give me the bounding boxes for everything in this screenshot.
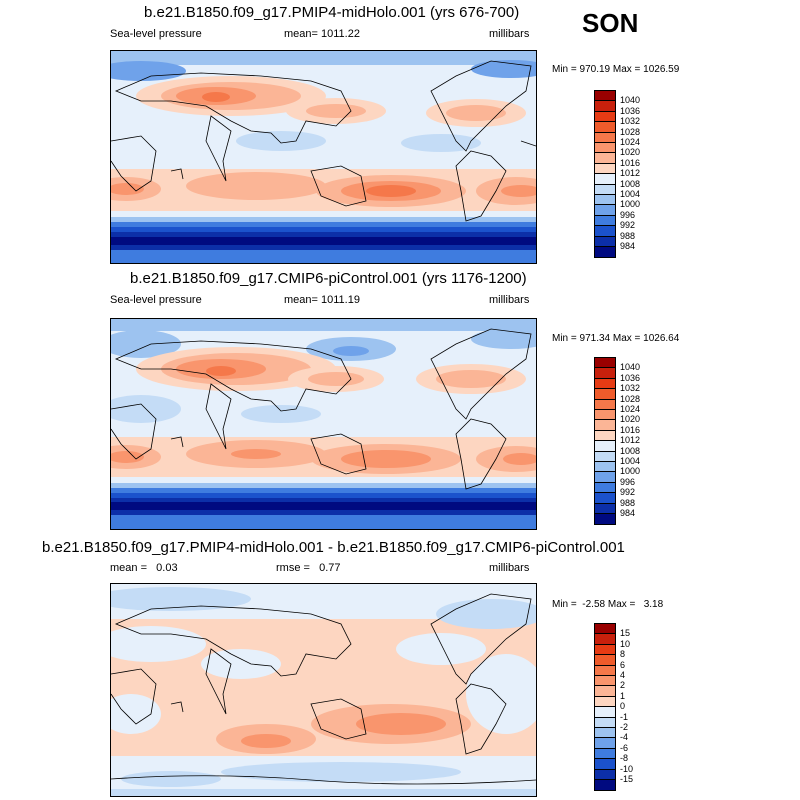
colorbar-tick-label: 1040 bbox=[620, 95, 641, 106]
colorbar-tick-label: 1008 bbox=[620, 178, 641, 189]
colorbar-tick-label: 0 bbox=[620, 701, 626, 712]
panel-3-mean-label: mean = 0.03 bbox=[110, 562, 178, 574]
panel-1-units-label: millibars bbox=[489, 28, 530, 40]
colorbar-tick-label: 15 bbox=[620, 628, 631, 639]
panel-1-variable-label: Sea-level pressure bbox=[110, 28, 202, 40]
colorbar-tick-label: -1 bbox=[620, 711, 629, 722]
panel-1-mean-label: mean= 1011.22 bbox=[284, 28, 360, 40]
colorbar-tick-label: 1008 bbox=[620, 445, 641, 456]
colorbar-tick-label: 1 bbox=[620, 690, 626, 701]
colorbar-tick-label: -4 bbox=[620, 732, 629, 743]
colorbar-tick-label: 1000 bbox=[620, 466, 641, 477]
colorbar-tick-label: 1020 bbox=[620, 147, 641, 158]
colorbar-tick-label: 1036 bbox=[620, 372, 641, 383]
colorbar-tick-label: 996 bbox=[620, 209, 636, 220]
colorbar-tick-label: 1036 bbox=[620, 105, 641, 116]
colorbar-swatch bbox=[594, 779, 616, 792]
colorbar-tick-label: 1024 bbox=[620, 137, 641, 147]
colorbar-tick-label: -8 bbox=[620, 753, 629, 764]
colorbar-tick-label: 1012 bbox=[620, 435, 641, 446]
colorbar-tick-label: 1024 bbox=[620, 404, 641, 414]
colorbar-tick-label: -2 bbox=[620, 722, 629, 732]
colorbar-tick-label: 992 bbox=[620, 487, 636, 498]
colorbar-tick-label: 992 bbox=[620, 220, 636, 231]
colorbar-tick-label: 1028 bbox=[620, 393, 641, 404]
panel-2-map bbox=[110, 318, 537, 530]
colorbar-tick-label: -15 bbox=[620, 774, 634, 784]
colorbar-tick-label: 1032 bbox=[620, 383, 641, 394]
colorbar-tick-label: 1000 bbox=[620, 199, 641, 210]
colorbar-tick-label: 1016 bbox=[620, 424, 641, 435]
panel-2-minmax: Min = 971.34 Max = 1026.64 bbox=[552, 333, 680, 344]
colorbar-tick-label: 1020 bbox=[620, 414, 641, 425]
panel-3-rmse-label: rmse = 0.77 bbox=[276, 562, 341, 574]
colorbar-tick-label: 6 bbox=[620, 659, 626, 670]
colorbar-tick-label: 8 bbox=[620, 649, 626, 660]
colorbar-tick-label: 1016 bbox=[620, 157, 641, 168]
colorbar-tick-label: 988 bbox=[620, 497, 636, 508]
panel-3-minmax: Min = -2.58 Max = 3.18 bbox=[552, 599, 664, 610]
panel-3-map-canvas bbox=[111, 584, 536, 796]
colorbar-tick-label: -10 bbox=[620, 763, 634, 774]
panel-3-map bbox=[110, 583, 537, 797]
panel-2-units-label: millibars bbox=[489, 294, 530, 306]
colorbar-tick-label: 1032 bbox=[620, 116, 641, 127]
colorbar-tick-label: 10 bbox=[620, 638, 631, 649]
colorbar-tick-label: 2 bbox=[620, 680, 626, 691]
panel-2-variable-label: Sea-level pressure bbox=[110, 294, 202, 306]
season-label: SON bbox=[582, 8, 639, 38]
panel-1-title: b.e21.B1850.f09_g17.PMIP4-midHolo.001 (y… bbox=[144, 4, 520, 21]
colorbar-tick-label: 1012 bbox=[620, 168, 641, 179]
panel-2-mean-label: mean= 1011.19 bbox=[284, 294, 360, 306]
panel-1-minmax: Min = 970.19 Max = 1026.59 bbox=[552, 64, 680, 75]
colorbar-tick-label: -6 bbox=[620, 742, 629, 753]
colorbar-tick-label: 988 bbox=[620, 230, 636, 241]
colorbar-tick-label: 1004 bbox=[620, 189, 641, 199]
panel-2-title: b.e21.B1850.f09_g17.CMIP6-piControl.001 … bbox=[130, 270, 527, 287]
colorbar-tick-label: 984 bbox=[620, 508, 636, 518]
colorbar-swatch bbox=[594, 513, 616, 526]
colorbar-tick-label: 984 bbox=[620, 241, 636, 251]
panel-1-map-canvas bbox=[111, 51, 536, 263]
panel-1-map bbox=[110, 50, 537, 264]
colorbar-tick-label: 4 bbox=[620, 670, 626, 680]
colorbar-swatch bbox=[594, 246, 616, 259]
colorbar-tick-label: 1040 bbox=[620, 362, 641, 373]
colorbar-tick-label: 996 bbox=[620, 476, 636, 487]
panel-3-units-label: millibars bbox=[489, 562, 530, 574]
panel-3-title: b.e21.B1850.f09_g17.PMIP4-midHolo.001 - … bbox=[42, 539, 625, 556]
panel-2-map-canvas bbox=[111, 319, 536, 529]
colorbar-tick-label: 1004 bbox=[620, 456, 641, 466]
colorbar-tick-label: 1028 bbox=[620, 126, 641, 137]
